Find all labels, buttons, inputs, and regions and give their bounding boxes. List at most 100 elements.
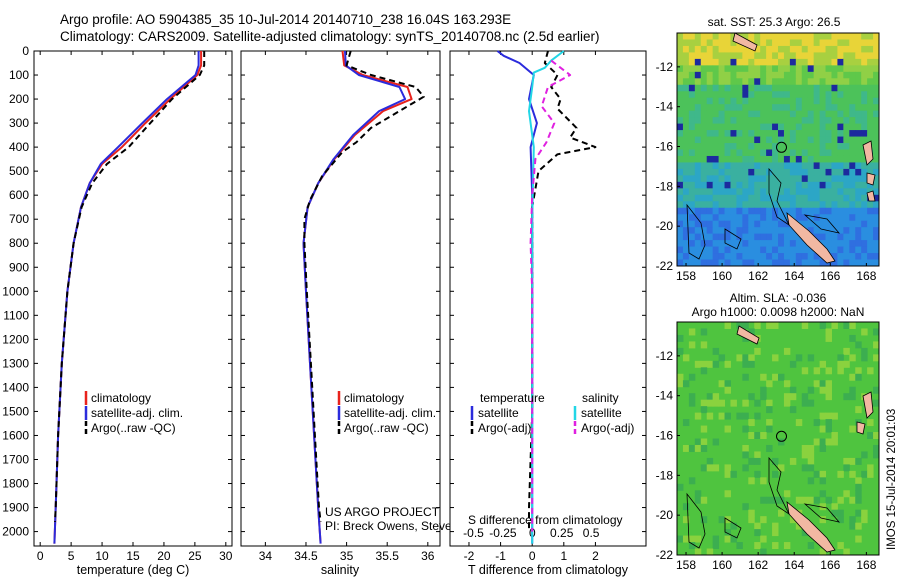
map-cell (688, 136, 696, 144)
map-cell (682, 194, 690, 202)
map-cell (783, 542, 791, 550)
map-cell (789, 393, 797, 401)
map-cell (688, 168, 696, 176)
lat-tick-label: -22 (656, 259, 674, 273)
map-cell (754, 143, 761, 150)
map-cell (873, 240, 879, 248)
map-cell (730, 110, 737, 118)
map-cell (724, 535, 731, 543)
map-cell (843, 227, 850, 235)
map-cell (795, 91, 803, 99)
map-cell (867, 168, 874, 176)
map-cell (760, 162, 767, 170)
map-cell (712, 117, 720, 125)
map-cell (724, 52, 731, 60)
map-cell (849, 181, 856, 189)
map-cell (754, 522, 761, 530)
map-cell (736, 97, 743, 105)
map-cell (861, 194, 868, 202)
map-cell (867, 227, 874, 235)
x-tick-label: 25 (188, 549, 202, 563)
map-cell (724, 45, 731, 53)
map-cell (778, 496, 785, 504)
map-cell (831, 240, 838, 248)
sst-lon-axis: 158 160 162 164 166 168 (676, 263, 877, 283)
map-cell (724, 425, 731, 433)
map-cell (849, 470, 856, 478)
map-cell (766, 419, 773, 427)
map-cell (718, 91, 726, 99)
map-cell (867, 91, 874, 99)
map-cell (861, 123, 868, 131)
depth-tick-label: 1000 (2, 284, 29, 298)
map-cell (819, 201, 827, 209)
map-cell (712, 240, 720, 248)
map-cell (730, 233, 737, 241)
map-cell (783, 240, 791, 248)
depth-tick-label: 400 (9, 140, 29, 154)
map-cell (807, 71, 815, 79)
reef-outline-1 (686, 492, 706, 549)
map-cell (712, 45, 720, 53)
map-cell (837, 214, 844, 222)
map-cell (783, 194, 791, 202)
map-cell (855, 253, 862, 261)
map-cell (736, 104, 743, 112)
map-cell (873, 432, 879, 439)
map-cell (819, 162, 827, 170)
map-cell (849, 386, 856, 394)
map-cell (724, 188, 731, 196)
map-cell (813, 136, 821, 144)
map-cell (682, 175, 690, 183)
map-cell (760, 155, 767, 163)
map-cell (730, 399, 737, 407)
map-cell (873, 328, 879, 336)
map-cell (760, 233, 767, 241)
map-cell (677, 380, 684, 388)
map-cell (807, 52, 815, 60)
map-cell (730, 162, 737, 170)
map-cell (766, 220, 773, 228)
map-cell (837, 496, 844, 504)
map-cell (712, 71, 720, 79)
map-cell (819, 259, 827, 266)
map-cell (688, 399, 696, 407)
map-cell (772, 175, 779, 183)
map-cell (694, 97, 702, 105)
map-cell (813, 181, 821, 189)
map-cell (837, 78, 844, 86)
map-cell (736, 45, 743, 53)
map-cell (724, 529, 731, 537)
lon-tick-label: 158 (676, 558, 696, 572)
map-cell (730, 65, 737, 73)
map-cell (789, 143, 797, 150)
map-cell (789, 65, 797, 73)
map-cell (772, 78, 779, 86)
map-cell (789, 201, 797, 209)
map-cell (778, 84, 785, 92)
map-cell (843, 155, 850, 163)
map-cell (677, 45, 684, 53)
map-cell (712, 220, 720, 228)
map-cell (700, 246, 708, 254)
map-cell (783, 65, 791, 73)
map-cell (712, 542, 720, 550)
map-cell (855, 373, 862, 381)
map-cell (700, 464, 708, 472)
map-cell (831, 110, 838, 118)
map-cell (700, 52, 708, 60)
map-cell (873, 259, 879, 266)
map-cell (706, 201, 714, 209)
map-cell (736, 58, 743, 66)
map-cell (682, 168, 690, 176)
map-cell (724, 380, 731, 388)
map-cell (778, 97, 785, 105)
map-cell (783, 97, 791, 105)
map-cell (724, 214, 731, 222)
map-cell (760, 432, 767, 439)
map-cell (682, 110, 690, 118)
sla-map: Altim. SLA: -0.036 Argo h1000: 0.0098 h2… (656, 291, 880, 572)
map-cell (730, 33, 737, 40)
map-cell (700, 194, 708, 202)
map-cell (706, 91, 714, 99)
